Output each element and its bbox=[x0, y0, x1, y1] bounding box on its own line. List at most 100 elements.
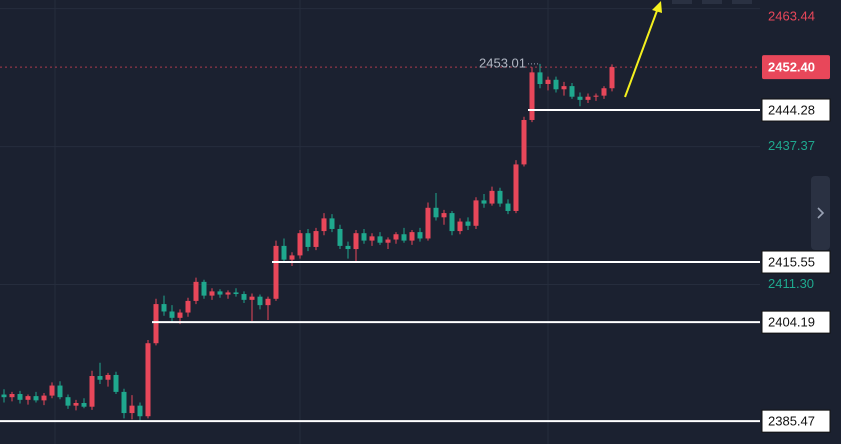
chevron bbox=[817, 207, 825, 219]
candle-body bbox=[457, 221, 463, 232]
candle-body bbox=[481, 200, 487, 204]
candle-body bbox=[513, 164, 519, 211]
candle-body bbox=[401, 234, 407, 241]
candle-body bbox=[553, 79, 559, 90]
candle-body bbox=[593, 95, 599, 97]
candle-body bbox=[273, 245, 279, 299]
candle-body bbox=[177, 312, 183, 318]
level-label: 2404.19 bbox=[768, 315, 815, 330]
candle-body bbox=[337, 228, 343, 246]
candle-body bbox=[529, 72, 535, 120]
candle-body bbox=[385, 239, 391, 243]
candle-body bbox=[465, 221, 471, 226]
side-panel-toggle[interactable] bbox=[811, 176, 830, 250]
y-tick-label: 2411.30 bbox=[768, 276, 814, 291]
candle-body bbox=[169, 311, 175, 318]
candle-body bbox=[545, 79, 551, 85]
level-box bbox=[761, 250, 831, 274]
candle-body bbox=[297, 233, 303, 256]
arrow-head bbox=[652, 1, 662, 13]
level-box bbox=[761, 98, 831, 122]
candle-body bbox=[321, 218, 327, 232]
toolbar-button[interactable] bbox=[672, 0, 692, 4]
arrow bbox=[624, 7, 659, 98]
candle-body bbox=[193, 281, 199, 301]
candle-body bbox=[1, 394, 7, 398]
candle-body bbox=[305, 233, 311, 247]
candle-body bbox=[233, 292, 239, 295]
candle-body bbox=[73, 403, 79, 406]
candle-body bbox=[489, 190, 495, 204]
last-price-box bbox=[762, 55, 830, 80]
candle-body bbox=[289, 255, 295, 260]
candle-body bbox=[361, 233, 367, 241]
candle-body bbox=[121, 391, 127, 414]
candle-body bbox=[81, 403, 87, 407]
candle-body bbox=[265, 298, 271, 306]
candle-body bbox=[449, 213, 455, 232]
candle-body bbox=[585, 96, 591, 100]
candle-body bbox=[345, 245, 351, 250]
level-box bbox=[761, 310, 831, 334]
candle-body bbox=[281, 245, 287, 260]
level-label: 2444.28 bbox=[768, 102, 815, 117]
candle-body bbox=[369, 236, 375, 241]
candle-body bbox=[217, 291, 223, 295]
high-label: 2453.01 bbox=[479, 55, 526, 70]
candle-body bbox=[17, 394, 23, 400]
candle-body bbox=[25, 396, 31, 400]
level-label: 2415.55 bbox=[768, 254, 815, 269]
candle-body bbox=[145, 343, 151, 417]
candle-body bbox=[49, 385, 55, 396]
candle-body bbox=[97, 376, 103, 380]
candle-body bbox=[425, 207, 431, 239]
candle-body bbox=[161, 304, 167, 312]
candle-body bbox=[113, 374, 119, 392]
candle-body bbox=[209, 291, 215, 296]
candle-body bbox=[601, 88, 607, 96]
candle-body bbox=[129, 405, 135, 414]
candle-body bbox=[537, 72, 543, 85]
candle-body bbox=[377, 236, 383, 243]
candle-body bbox=[201, 281, 207, 296]
candle-body bbox=[257, 296, 263, 306]
candle-body bbox=[137, 405, 143, 417]
candle-body bbox=[241, 294, 247, 300]
candle-body bbox=[497, 190, 503, 204]
candle-body bbox=[249, 296, 255, 300]
candle-body bbox=[441, 213, 447, 218]
candle-body bbox=[9, 394, 15, 398]
candle-body bbox=[409, 232, 415, 241]
candle-body bbox=[417, 232, 423, 239]
y-tick-label: 2463.44 bbox=[768, 8, 815, 23]
candle-body bbox=[65, 397, 71, 406]
y-tick-label: 2437.37 bbox=[768, 138, 815, 153]
candle-body bbox=[473, 200, 479, 226]
candle-body bbox=[57, 385, 63, 398]
toolbar-button[interactable] bbox=[732, 0, 752, 4]
candle-body bbox=[41, 395, 47, 401]
candle-body bbox=[153, 304, 159, 344]
last-price-label: 2452.40 bbox=[768, 60, 815, 75]
candle-body bbox=[329, 218, 335, 229]
candle-body bbox=[577, 96, 583, 100]
candle-body bbox=[353, 233, 359, 250]
toolbar-button[interactable] bbox=[702, 0, 722, 4]
candle-body bbox=[505, 203, 511, 211]
plot: 2463.44 2437.37 2411.30 2444.28 2415.55 2404.… bbox=[0, 8, 831, 433]
candle-body bbox=[105, 374, 111, 380]
candle-body bbox=[225, 292, 231, 295]
candle-body bbox=[33, 396, 39, 401]
candle-body bbox=[569, 86, 575, 97]
candle-body bbox=[185, 300, 191, 313]
candle-body bbox=[609, 67, 615, 89]
candle-body bbox=[433, 207, 439, 218]
candle-body bbox=[313, 231, 319, 247]
candle-body bbox=[393, 234, 399, 240]
level-box bbox=[761, 409, 831, 433]
candle-body bbox=[521, 119, 527, 165]
level-label: 2385.47 bbox=[768, 414, 815, 429]
